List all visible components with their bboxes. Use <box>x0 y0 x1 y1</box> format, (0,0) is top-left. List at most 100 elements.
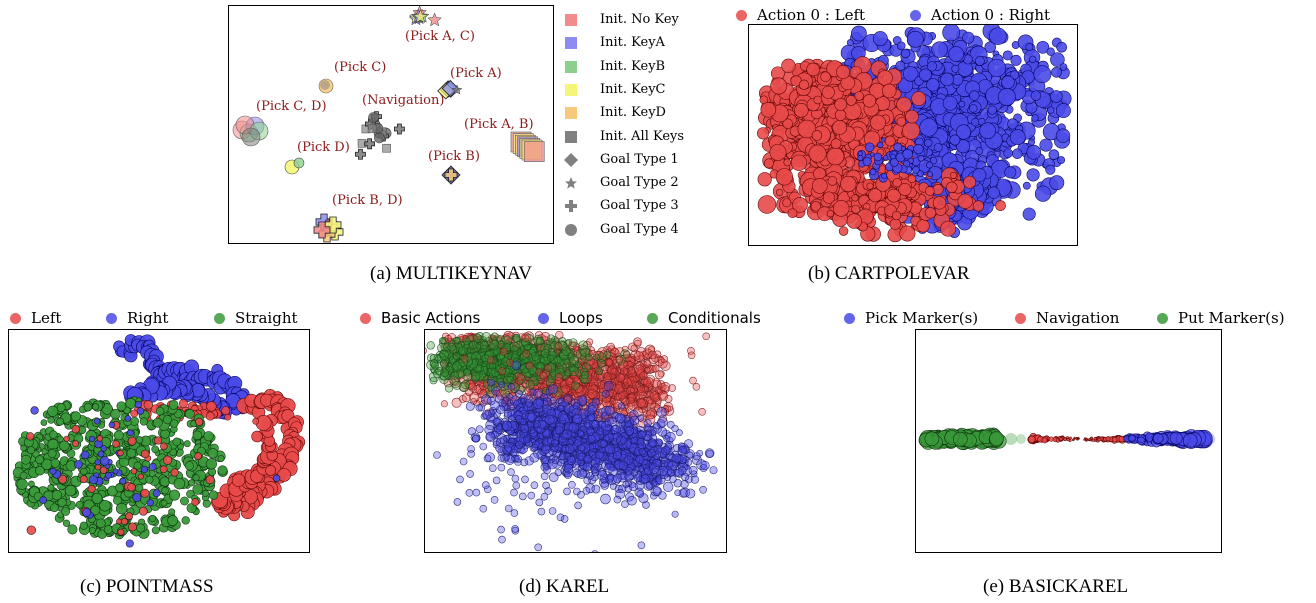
right-point <box>1025 43 1034 51</box>
left-point <box>896 96 912 113</box>
right-point <box>926 161 933 169</box>
straight-point <box>203 431 214 442</box>
left-point <box>265 465 277 476</box>
cluster-annotation: (Pick C, D) <box>256 99 327 114</box>
mixed-point <box>82 508 92 517</box>
right-point <box>962 31 975 44</box>
caption-a: (a) MULTIKEYNAV <box>370 263 532 285</box>
straight-point <box>64 484 77 497</box>
straight-point <box>35 455 45 465</box>
right-point <box>1026 168 1040 182</box>
right-point <box>1033 65 1052 84</box>
panel-c-legend-item: Straight <box>214 309 298 327</box>
right-point <box>969 104 978 113</box>
legend-marker <box>10 312 21 324</box>
legend-label: Goal Type 3 <box>600 198 679 213</box>
legend-marker <box>647 312 658 324</box>
basic-actions-point <box>503 335 511 342</box>
straight-point <box>95 518 106 529</box>
mixed-point <box>72 440 80 448</box>
mixed-point <box>127 429 134 437</box>
straight-point <box>168 400 179 410</box>
goal-type-4-marker <box>241 127 261 147</box>
panel-b-legend-item: Action 0 : Left <box>736 6 865 24</box>
straight-point <box>83 403 93 412</box>
right-point <box>903 66 919 82</box>
right-point <box>987 186 1000 199</box>
straight-point <box>217 455 225 463</box>
left-point <box>950 172 957 179</box>
left-point <box>932 196 947 210</box>
square-marker-icon <box>565 13 577 26</box>
straight-point <box>173 477 186 490</box>
left-point <box>252 417 260 425</box>
basic-actions-point <box>623 377 632 387</box>
mixed-point <box>136 407 145 415</box>
left-point <box>826 147 845 166</box>
left-point <box>830 138 842 150</box>
straight-point <box>97 529 107 539</box>
mixed-point <box>112 440 120 448</box>
right-point <box>1002 50 1013 61</box>
straight-point <box>40 419 48 426</box>
legend-label: Init. All Keys <box>600 129 685 144</box>
legend-label: Goal Type 1 <box>600 152 679 167</box>
left-point <box>130 409 139 418</box>
left-point <box>770 77 788 95</box>
panel-b-scatter <box>756 25 1072 243</box>
basic-actions-point <box>654 355 665 367</box>
panel-a-legend-item: Goal Type 4 <box>564 222 679 237</box>
init-square-marker <box>523 141 545 162</box>
left-point <box>916 219 930 233</box>
right-point <box>1030 90 1042 101</box>
left-point <box>790 154 808 171</box>
basic-actions-point <box>649 391 660 402</box>
left-point <box>834 109 847 121</box>
mixed-point <box>116 518 123 525</box>
right-point <box>984 41 996 53</box>
goal-type-3-marker <box>355 148 366 160</box>
cluster-annotation: (Pick B, D) <box>332 193 403 208</box>
conditionals-point <box>481 332 491 342</box>
legend-marker <box>538 312 549 324</box>
right-point <box>1050 90 1063 103</box>
panel-c-legend-item: Left <box>10 309 61 327</box>
mixed-point <box>195 417 204 426</box>
left-point <box>899 225 916 242</box>
right-point <box>1045 164 1056 175</box>
mixed-point <box>105 471 112 479</box>
right-point <box>926 78 940 92</box>
legend-marker <box>736 9 747 21</box>
right-point <box>951 64 960 73</box>
right-point <box>919 118 938 137</box>
right-point <box>1051 66 1062 78</box>
basic-actions-point <box>635 361 644 370</box>
left-point <box>808 144 827 163</box>
legend-marker <box>106 312 117 324</box>
left-point <box>925 186 935 196</box>
legend-label: Init. KeyB <box>600 59 666 74</box>
annotation-text: (Pick B, D) <box>332 193 403 208</box>
basic-actions-point <box>633 337 642 346</box>
straight-point <box>192 474 200 482</box>
panel-a-legend-item: Goal Type 3 <box>564 198 679 213</box>
left-point <box>932 183 944 196</box>
legend-label: Right <box>127 309 169 327</box>
panel-a-legend-item: Init. KeyA <box>564 35 665 50</box>
square-marker-icon <box>565 130 577 143</box>
right-point <box>942 95 958 111</box>
left-point <box>911 91 927 106</box>
left-point <box>845 95 857 106</box>
legend-marker <box>910 9 921 21</box>
straight-point <box>113 430 124 441</box>
panel-d-scatter <box>425 330 718 552</box>
straight-point <box>103 525 113 535</box>
left-point <box>995 200 1006 211</box>
right-point <box>1004 166 1017 179</box>
mixed-point <box>88 435 96 443</box>
conditionals-point <box>452 380 462 390</box>
panel-d-legend-item: Loops <box>538 309 603 327</box>
right-point <box>955 124 972 140</box>
mixed-point <box>125 512 134 521</box>
panel-a-legend-item: Init. KeyB <box>564 59 665 74</box>
